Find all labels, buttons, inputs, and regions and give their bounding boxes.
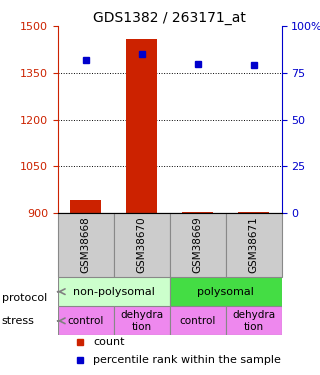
Text: count: count (93, 338, 125, 348)
Bar (182, 212, 213, 213)
Bar (114, 213, 170, 277)
Bar (226, 213, 282, 277)
Text: non-polysomal: non-polysomal (73, 286, 155, 297)
Text: GSM38670: GSM38670 (137, 217, 147, 273)
Bar (126, 39, 157, 213)
Bar (70, 201, 101, 213)
Text: GSM38671: GSM38671 (249, 217, 259, 273)
Text: dehydra
tion: dehydra tion (120, 310, 163, 332)
Text: stress: stress (2, 316, 35, 326)
Text: dehydra
tion: dehydra tion (232, 310, 275, 332)
Text: GSM38669: GSM38669 (193, 217, 203, 273)
Text: GSM38668: GSM38668 (81, 217, 91, 273)
Text: protocol: protocol (2, 293, 47, 303)
Text: polysomal: polysomal (197, 286, 254, 297)
Bar (170, 306, 226, 335)
Bar (226, 306, 282, 335)
Bar (238, 212, 269, 213)
Bar (170, 213, 226, 277)
Bar (114, 306, 170, 335)
Bar (170, 277, 282, 306)
Bar (58, 213, 114, 277)
Title: GDS1382 / 263171_at: GDS1382 / 263171_at (93, 11, 246, 25)
Text: control: control (68, 316, 104, 326)
Bar (58, 306, 114, 335)
Text: control: control (180, 316, 216, 326)
Text: percentile rank within the sample: percentile rank within the sample (93, 356, 281, 366)
Bar (58, 277, 170, 306)
